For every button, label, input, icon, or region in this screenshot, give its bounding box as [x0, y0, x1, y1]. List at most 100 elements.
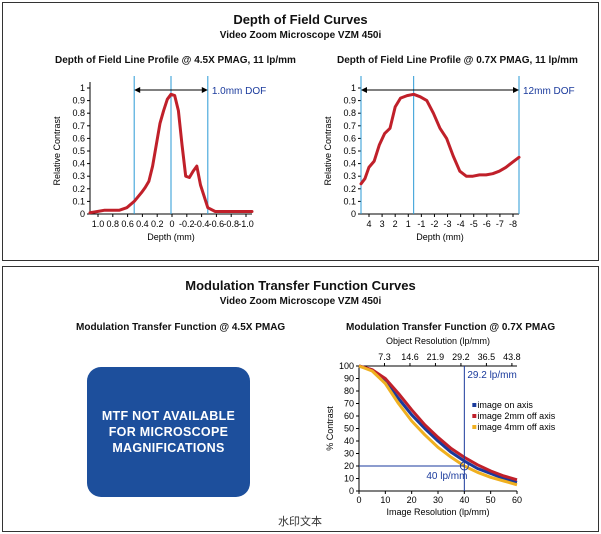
dof2-x-tick-label: -1 [417, 219, 425, 229]
mtf-top-tick-label: 36.5 [478, 352, 496, 362]
mtf-legend-swatch [472, 414, 477, 418]
dof2-x-tick-label: 2 [393, 219, 398, 229]
mtf-section-title: Modulation Transfer Function Curves [185, 278, 416, 293]
dof1-y-tick-label: 0.8 [72, 108, 85, 118]
dof1-x-tick-label: -0.2 [179, 219, 195, 229]
mtf-x-tick-label: 20 [407, 495, 417, 505]
mtf-marker-circle [459, 461, 469, 471]
mtf-x-tick-label: 10 [380, 495, 390, 505]
mtf-y-tick-label: 80 [344, 386, 354, 396]
dof-section-title: Depth of Field Curves [233, 12, 368, 27]
dof1-x-tick-label: 0.8 [107, 219, 120, 229]
dof1-x-tick-label: 1.0 [92, 219, 105, 229]
dof2-dof-arrow-head [361, 87, 367, 93]
watermark-text: 水印文本 [278, 516, 322, 528]
dof2-x-tick-label: -8 [509, 219, 517, 229]
dof2-x-tick-label: -2 [430, 219, 438, 229]
dof2-y-tick-label: 0.5 [343, 146, 356, 156]
dof1-dof-annotation: 1.0mm DOF [212, 86, 266, 97]
mtf-y-tick-label: 40 [344, 436, 354, 446]
dof2-y-tick-label: 0 [351, 209, 356, 219]
dof2-y-tick-label: 0.8 [343, 108, 356, 118]
mtf-y-tick-label: 50 [344, 424, 354, 434]
dof1-y-tick-label: 0 [80, 209, 85, 219]
mtf-y-tick-label: 100 [339, 361, 354, 371]
dof1-y-tick-label: 1 [80, 83, 85, 93]
mtf-not-available-message: MTF NOT AVAILABLE FOR MICROSCOPE MAGNIFI… [101, 409, 236, 455]
mtf-x-tick-label: 50 [486, 495, 496, 505]
dof1-y-tick-label: 0.4 [72, 159, 85, 169]
dof1-x-tick-label: 0.6 [121, 219, 134, 229]
mtf-top-axis-label: Object Resolution (lp/mm) [386, 336, 490, 346]
dof2-y-tick-label: 0.1 [343, 196, 356, 206]
mtf-x-axis-label: Image Resolution (lp/mm) [386, 507, 489, 517]
mtf-y-tick-label: 10 [344, 474, 354, 484]
dof1-x-tick-label: -1.0 [238, 219, 254, 229]
dof1-x-axis-label: Depth (mm) [147, 232, 195, 242]
mtf-annotation-292: 29.2 lp/mm [467, 370, 516, 381]
dof2-y-tick-label: 0.4 [343, 159, 356, 169]
dof2-y-tick-label: 0.9 [343, 96, 356, 106]
dof2-y-tick-label: 0.2 [343, 184, 356, 194]
mtf-y-tick-label: 20 [344, 461, 354, 471]
dof1-y-axis-label: Relative Contrast [52, 116, 62, 186]
mtf-y-tick-label: 60 [344, 411, 354, 421]
dof2-x-tick-label: -3 [444, 219, 452, 229]
mtf-legend-swatch [472, 403, 477, 407]
dof2-curve [359, 92, 521, 186]
dof1-dof-arrow-head [201, 87, 208, 93]
mtf-top-tick-label: 43.8 [503, 352, 521, 362]
mtf-section-subtitle: Video Zoom Microscope VZM 450i [219, 296, 382, 307]
dof1-x-tick-label: -0.6 [209, 219, 225, 229]
mtf-right-chart-title: Modulation Transfer Function @ 0.7X PMAG [346, 322, 556, 333]
dof1-dof-arrow-head [134, 87, 141, 93]
mtf-top-tick-label: 21.9 [427, 352, 445, 362]
dof2-x-tick-label: -4 [457, 219, 465, 229]
dof1-y-tick-label: 0.7 [72, 121, 85, 131]
dof2-x-tick-label: -6 [483, 219, 491, 229]
dof1-y-tick-label: 0.2 [72, 184, 85, 194]
mtf-curve-1 [358, 364, 518, 484]
dof1-y-tick-label: 0.9 [72, 96, 85, 106]
mtf-curve-2 [358, 364, 518, 482]
mtf-legend-label: image 4mm off axis [477, 422, 555, 432]
dof1-x-tick-label: 0.4 [136, 219, 149, 229]
dof2-dof-arrow-head [513, 87, 519, 93]
mtf-top-tick-label: 29.2 [452, 352, 470, 362]
mtf-y-tick-label: 0 [349, 486, 354, 496]
dof2-y-tick-label: 0.7 [343, 121, 356, 131]
mtf-left-chart-title: Modulation Transfer Function @ 4.5X PMAG [76, 322, 286, 333]
dof1-curve [88, 92, 254, 215]
dof2-y-axis-label: Relative Contrast [323, 116, 333, 186]
dof-chart2-title: Depth of Field Line Profile @ 0.7X PMAG,… [337, 55, 578, 66]
dof2-x-axis-label: Depth (mm) [416, 232, 464, 242]
mtf-x-tick-label: 30 [433, 495, 443, 505]
dof2-y-tick-label: 0.3 [343, 171, 356, 181]
mtf-legend-swatch [472, 425, 477, 429]
mtf-x-tick-label: 40 [459, 495, 469, 505]
dof1-x-tick-label: 0.2 [151, 219, 164, 229]
dof1-y-tick-label: 0.1 [72, 196, 85, 206]
mtf-y-tick-label: 90 [344, 374, 354, 384]
mtf-top-tick-label: 14.6 [401, 352, 419, 362]
dof1-x-tick-label: 0 [169, 219, 174, 229]
mtf-legend-label: image on axis [477, 400, 533, 410]
mtf-annotation-40: 40 lp/mm [426, 471, 467, 482]
mtf-panel: Modulation Transfer Function Curves Vide… [2, 266, 599, 532]
dof1-y-tick-label: 0.6 [72, 133, 85, 143]
dof1-x-tick-label: -0.8 [223, 219, 239, 229]
mtf-legend-label: image 2mm off axis [477, 411, 555, 421]
dof-chart1-title: Depth of Field Line Profile @ 4.5X PMAG,… [55, 55, 296, 66]
dof2-y-tick-label: 1 [351, 83, 356, 93]
dof2-x-tick-label: 4 [366, 219, 371, 229]
mtf-curve-3 [358, 364, 518, 487]
dof2-x-tick-label: -5 [470, 219, 478, 229]
dof2-x-tick-label: 1 [406, 219, 411, 229]
mtf-x-tick-label: 60 [512, 495, 522, 505]
dof1-x-tick-label: -0.4 [194, 219, 210, 229]
dof2-y-tick-label: 0.6 [343, 133, 356, 143]
dof-section-subtitle: Video Zoom Microscope VZM 450i [219, 30, 382, 41]
mtf-x-tick-label: 0 [356, 495, 361, 505]
dof1-y-tick-label: 0.5 [72, 146, 85, 156]
